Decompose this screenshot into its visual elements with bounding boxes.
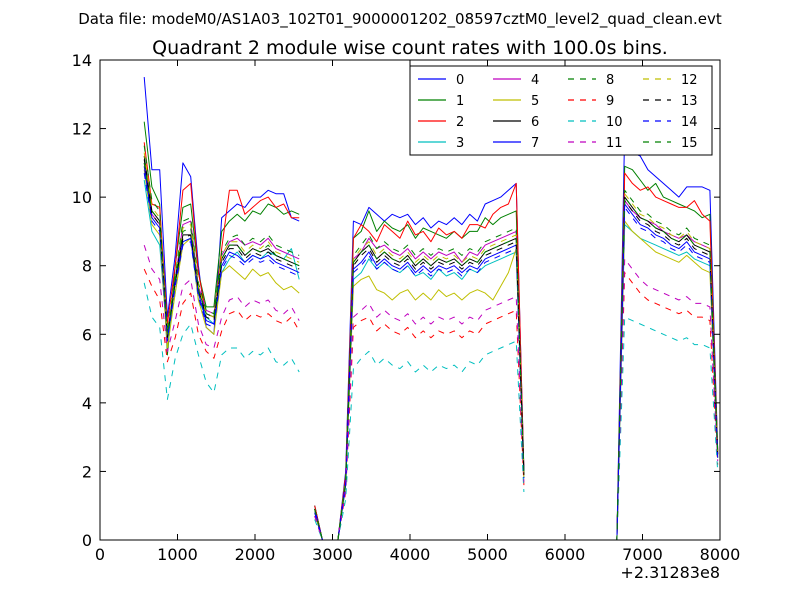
series-line-13 [314,241,525,540]
series-line-8 [143,145,300,332]
legend-label-1: 1 [456,94,464,109]
legend-label-3: 3 [456,136,464,151]
series-layer [143,77,719,540]
series-line-2 [314,182,525,540]
series-line-12 [143,152,300,335]
x-tick-label: 2000 [235,545,276,564]
legend-label-8: 8 [606,73,614,88]
legend-label-6: 6 [531,115,539,130]
legend-label-7: 7 [531,136,539,151]
legend-label-15: 15 [681,136,698,151]
series-line-9 [143,268,300,363]
x-tick-label: 8000 [700,545,741,564]
series-line-5 [314,248,525,540]
x-tick-label: 4000 [390,545,431,564]
series-line-11 [143,244,300,352]
series-line-0 [314,182,525,540]
series-line-15 [314,237,525,540]
series-line-0 [143,77,300,335]
series-line-10 [314,340,525,540]
series-line-11 [531,258,719,540]
series-line-9 [531,272,719,540]
series-line-6 [314,237,525,540]
legend-box [409,65,713,156]
series-line-3 [314,251,525,540]
series-line-14 [143,173,300,342]
series-line-2 [531,172,719,540]
series-line-6 [531,196,719,540]
series-line-10 [143,282,300,400]
axes-layer: 0 1000 2000 3000 4000 5000 6000 7000 80000246810… [72,51,741,564]
chart-title: Quadrant 2 module wise count rates with … [152,37,668,59]
series-line-2 [143,142,300,325]
series-line-10 [531,316,719,540]
x-tick-label: 0 [95,545,105,564]
series-line-13 [531,200,719,540]
series-line-7 [314,244,525,540]
x-tick-label: 3000 [312,545,353,564]
y-tick-label: 10 [72,188,92,207]
y-tick-label: 4 [82,394,92,413]
x-tick-label: 5000 [467,545,508,564]
x-tick-label: 1000 [157,545,198,564]
series-line-5 [531,220,719,540]
legend-label-10: 10 [606,115,623,130]
y-tick-label: 6 [82,325,92,344]
figure-suptitle: Data file: modeM0/AS1A03_102T01_90000012… [78,10,722,29]
y-tick-label: 14 [72,51,92,70]
y-tick-label: 12 [72,120,92,139]
y-tick-label: 2 [82,462,92,481]
series-line-4 [531,200,719,540]
legend-label-12: 12 [681,73,698,88]
series-line-15 [143,162,300,335]
legend-label-11: 11 [606,136,623,151]
x-tick-label: 6000 [545,545,586,564]
legend-label-9: 9 [606,94,614,109]
legend-label-5: 5 [531,94,539,109]
legend-label-4: 4 [531,73,539,88]
x-tick-label: 7000 [622,545,663,564]
series-line-11 [314,296,525,540]
x-offset-label: +2.31283e8 [620,563,720,582]
series-line-9 [314,309,525,540]
legend-label-0: 0 [456,73,464,88]
legend-label-2: 2 [456,115,464,130]
series-line-14 [314,248,525,540]
series-line-14 [531,206,719,540]
legend-label-14: 14 [681,115,698,130]
y-tick-label: 0 [82,531,92,550]
legend-label-13: 13 [681,94,698,109]
y-tick-label: 8 [82,257,92,276]
series-line-8 [531,189,719,540]
